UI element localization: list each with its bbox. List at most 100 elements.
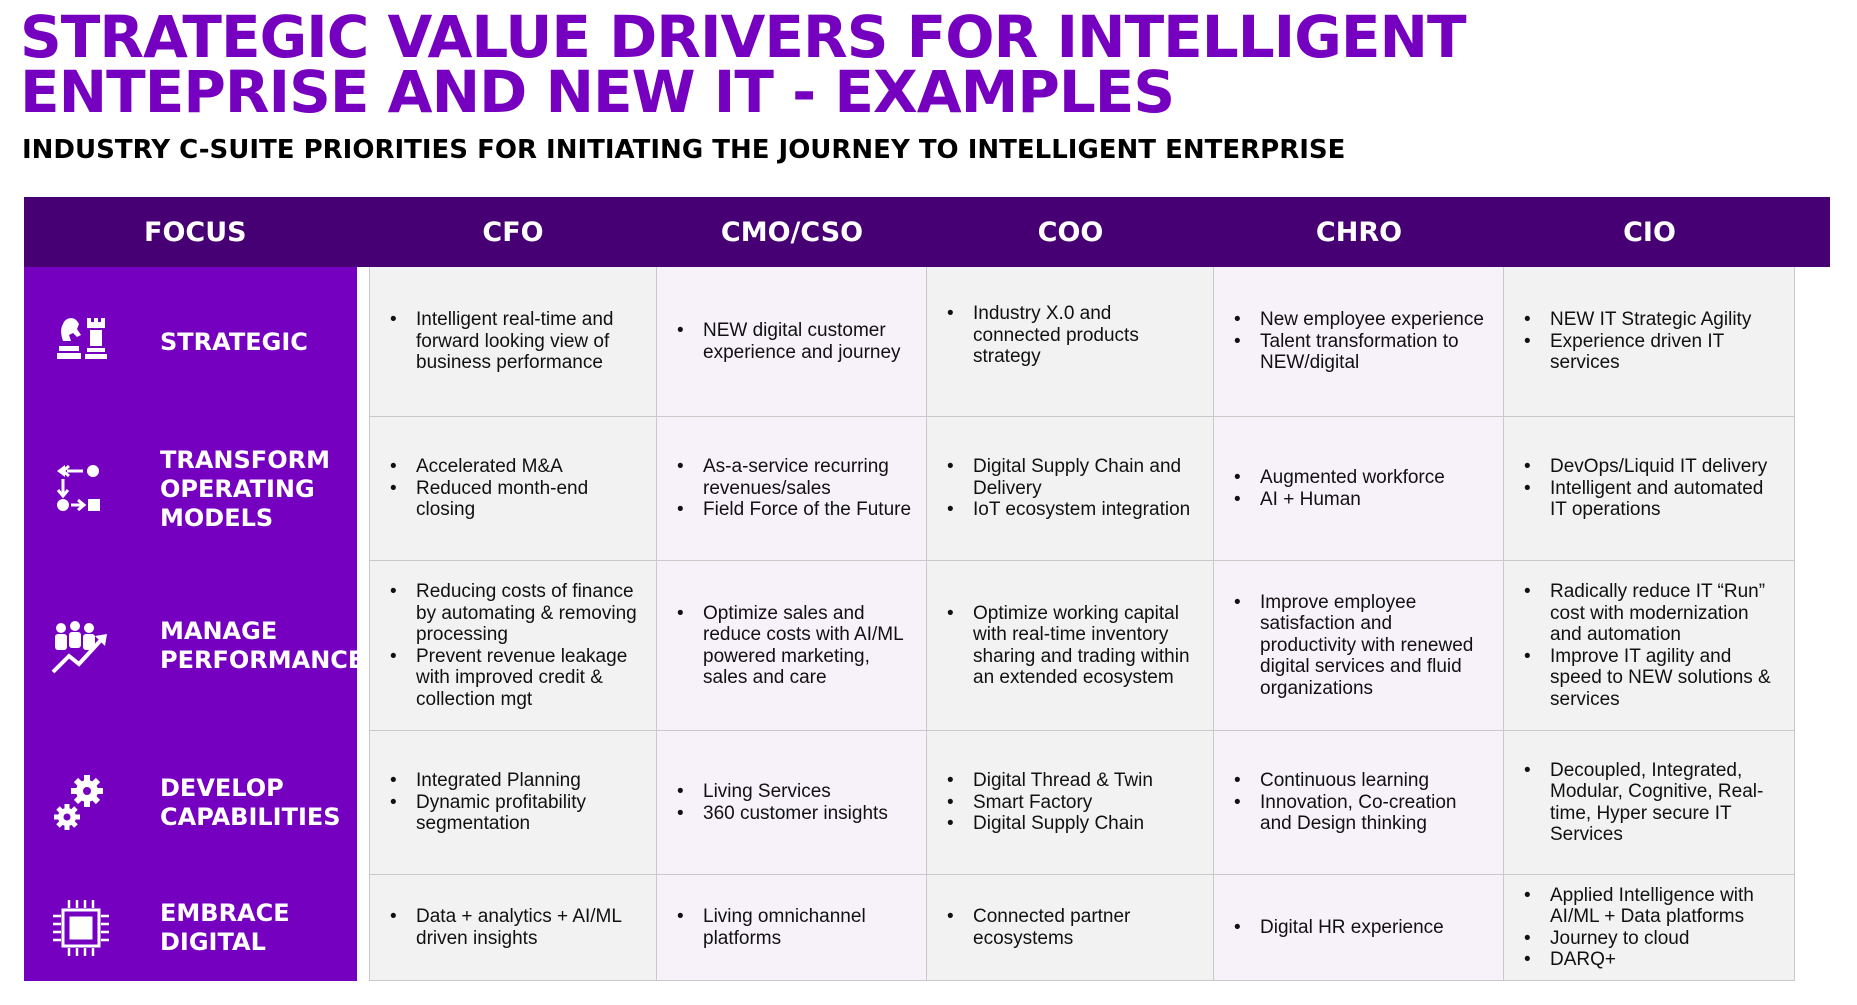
header-cio: CIO — [1504, 197, 1795, 267]
column-gap — [357, 561, 369, 731]
header-cfo: CFO — [369, 197, 657, 267]
list-item: IoT ecosystem integration — [941, 499, 1199, 521]
list-item: As-a-service recurring revenues/sales — [671, 456, 912, 499]
list-item: DevOps/Liquid IT delivery — [1518, 456, 1780, 478]
cell-embrace-coo: Connected partner ecosystems — [927, 875, 1214, 981]
cell-strategic-cmo: NEW digital customer experience and jour… — [657, 267, 927, 417]
header-coo: COO — [927, 197, 1214, 267]
cell-manage-cio: Radically reduce IT “Run” cost with mode… — [1504, 561, 1795, 731]
cell-strategic-chro: New employee experience Talent transform… — [1214, 267, 1504, 417]
list-item: Digital HR experience — [1228, 917, 1489, 939]
cell-manage-chro: Improve employee satisfaction and produc… — [1214, 561, 1504, 731]
focus-label: MANAGE PERFORMANCE — [160, 617, 365, 674]
list-item: Optimize working capital with real-time … — [941, 603, 1199, 689]
list-item: 360 customer insights — [671, 803, 912, 825]
list-item: Reducing costs of finance by automating … — [384, 581, 642, 646]
priorities-table: FOCUS CFO CMO/CSO COO CHRO CIO STRATEGIC… — [24, 197, 1830, 981]
cell-develop-cfo: Integrated Planning Dynamic profitabilit… — [369, 731, 657, 875]
row-edge — [1795, 417, 1830, 561]
row-edge — [1795, 561, 1830, 731]
cell-strategic-cfo: Intelligent real-time and forward lookin… — [369, 267, 657, 417]
list-item: Field Force of the Future — [671, 499, 912, 521]
cell-transform-coo: Digital Supply Chain and Delivery IoT ec… — [927, 417, 1214, 561]
row-edge — [1795, 875, 1830, 981]
header-gap — [357, 197, 369, 267]
list-item: Integrated Planning — [384, 770, 642, 792]
cell-develop-cio: Decoupled, Integrated, Modular, Cognitiv… — [1504, 731, 1795, 875]
chip-icon — [48, 895, 114, 961]
cell-manage-cfo: Reducing costs of finance by automating … — [369, 561, 657, 731]
list-item: Data + analytics + AI/ML driven insights — [384, 906, 642, 949]
list-item: Living Services — [671, 781, 912, 803]
focus-develop: DEVELOP CAPABILITIES — [24, 731, 357, 875]
row-edge — [1795, 731, 1830, 875]
list-item: NEW digital customer experience and jour… — [671, 320, 912, 363]
focus-label: TRANSFORM OPERATING MODELS — [160, 445, 330, 532]
cell-develop-chro: Continuous learning Innovation, Co-creat… — [1214, 731, 1504, 875]
list-item: Digital Supply Chain and Delivery — [941, 456, 1199, 499]
list-item: Living omnichannel platforms — [671, 906, 912, 949]
header-focus: FOCUS — [24, 197, 357, 267]
list-item: Prevent revenue leakage with improved cr… — [384, 646, 642, 711]
list-item: Augmented workforce — [1228, 467, 1489, 489]
cell-strategic-coo: Industry X.0 and connected products stra… — [927, 267, 1214, 417]
cell-transform-cmo: As-a-service recurring revenues/sales Fi… — [657, 417, 927, 561]
header-cmo-cso: CMO/CSO — [657, 197, 927, 267]
list-item: Innovation, Co-creation and Design think… — [1228, 792, 1489, 835]
list-item: Digital Thread & Twin — [941, 770, 1199, 792]
list-item: Improve employee satisfaction and produc… — [1228, 592, 1489, 700]
cell-transform-chro: Augmented workforce AI + Human — [1214, 417, 1504, 561]
list-item: NEW IT Strategic Agility — [1518, 309, 1780, 331]
cell-manage-cmo: Optimize sales and reduce costs with AI/… — [657, 561, 927, 731]
list-item: Intelligent and automated IT operations — [1518, 478, 1780, 521]
list-item: Improve IT agility and speed to NEW solu… — [1518, 646, 1780, 711]
list-item: Applied Intelligence with AI/ML + Data p… — [1518, 885, 1780, 928]
gears-icon — [48, 770, 114, 836]
focus-label: EMBRACE DIGITAL — [160, 899, 290, 956]
focus-embrace: EMBRACE DIGITAL — [24, 875, 357, 981]
page-subtitle: INDUSTRY C-SUITE PRIORITIES FOR INITIATI… — [22, 135, 1346, 165]
list-item: DARQ+ — [1518, 949, 1780, 971]
row-edge — [1795, 267, 1830, 417]
process-flow-icon — [48, 456, 114, 522]
focus-strategic: STRATEGIC — [24, 267, 357, 417]
list-item: Talent transformation to NEW/digital — [1228, 331, 1489, 374]
focus-manage: MANAGE PERFORMANCE — [24, 561, 364, 731]
list-item: Decoupled, Integrated, Modular, Cognitiv… — [1518, 760, 1780, 846]
list-item: Connected partner ecosystems — [941, 906, 1199, 949]
people-growth-icon — [48, 613, 114, 679]
list-item: Reduced month-end closing — [384, 478, 642, 521]
header-edge — [1795, 197, 1830, 267]
list-item: Journey to cloud — [1518, 928, 1780, 950]
list-item: Experience driven IT services — [1518, 331, 1780, 374]
focus-transform: TRANSFORM OPERATING MODELS — [24, 417, 357, 561]
list-item: Continuous learning — [1228, 770, 1489, 792]
focus-label: STRATEGIC — [160, 327, 308, 356]
header-chro: CHRO — [1214, 197, 1504, 267]
cell-transform-cio: DevOps/Liquid IT delivery Intelligent an… — [1504, 417, 1795, 561]
column-gap — [357, 267, 369, 417]
cell-develop-coo: Digital Thread & Twin Smart Factory Digi… — [927, 731, 1214, 875]
list-item: Industry X.0 and connected products stra… — [941, 303, 1199, 368]
list-item: Smart Factory — [941, 792, 1199, 814]
list-item: AI + Human — [1228, 489, 1489, 511]
list-item: New employee experience — [1228, 309, 1489, 331]
list-item: Radically reduce IT “Run” cost with mode… — [1518, 581, 1780, 646]
list-item: Dynamic profitability segmentation — [384, 792, 642, 835]
column-gap — [357, 417, 369, 561]
column-gap — [357, 731, 369, 875]
list-item: Accelerated M&A — [384, 456, 642, 478]
cell-develop-cmo: Living Services 360 customer insights — [657, 731, 927, 875]
cell-manage-coo: Optimize working capital with real-time … — [927, 561, 1214, 731]
cell-embrace-cmo: Living omnichannel platforms — [657, 875, 927, 981]
list-item: Digital Supply Chain — [941, 813, 1199, 835]
focus-label: DEVELOP CAPABILITIES — [160, 774, 341, 831]
cell-embrace-cio: Applied Intelligence with AI/ML + Data p… — [1504, 875, 1795, 981]
cell-embrace-cfo: Data + analytics + AI/ML driven insights — [369, 875, 657, 981]
page-title: STRATEGIC VALUE DRIVERS FOR INTELLIGENT … — [20, 3, 1467, 126]
cell-strategic-cio: NEW IT Strategic Agility Experience driv… — [1504, 267, 1795, 417]
list-item: Intelligent real-time and forward lookin… — [384, 309, 642, 374]
list-item: Optimize sales and reduce costs with AI/… — [671, 603, 912, 689]
cell-embrace-chro: Digital HR experience — [1214, 875, 1504, 981]
column-gap — [357, 875, 369, 981]
